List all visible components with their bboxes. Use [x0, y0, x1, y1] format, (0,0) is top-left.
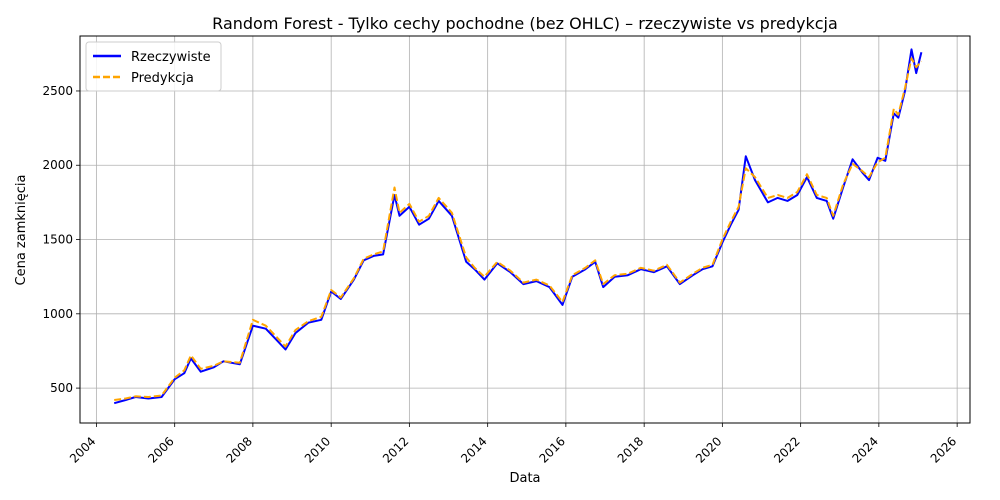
- series-layer: [113, 48, 923, 405]
- x-axis-label: Data: [509, 471, 540, 486]
- legend-actual-label: Rzeczywiste: [131, 50, 211, 65]
- y-tick-label: 500: [50, 381, 73, 395]
- chart-title: Random Forest - Tylko cechy pochodne (be…: [212, 14, 838, 33]
- plot-frame: [79, 35, 971, 424]
- y-axis-label: Cena zamknięcia: [14, 175, 29, 286]
- y-tick-label: 2500: [42, 84, 73, 98]
- series-predicted-line: [114, 57, 923, 401]
- y-tick-label: 2000: [42, 158, 73, 172]
- y-axis-ticks: 500 1000 1500 2000 2500: [42, 84, 80, 395]
- series-actual-line: [113, 48, 923, 405]
- legend-predicted-label: Predykcja: [131, 71, 194, 86]
- legend: Rzeczywiste Predykcja: [85, 41, 222, 92]
- y-tick-label: 1500: [42, 233, 73, 247]
- y-tick-label: 1000: [42, 307, 73, 321]
- legend-box: [85, 41, 222, 92]
- grid: [80, 36, 970, 423]
